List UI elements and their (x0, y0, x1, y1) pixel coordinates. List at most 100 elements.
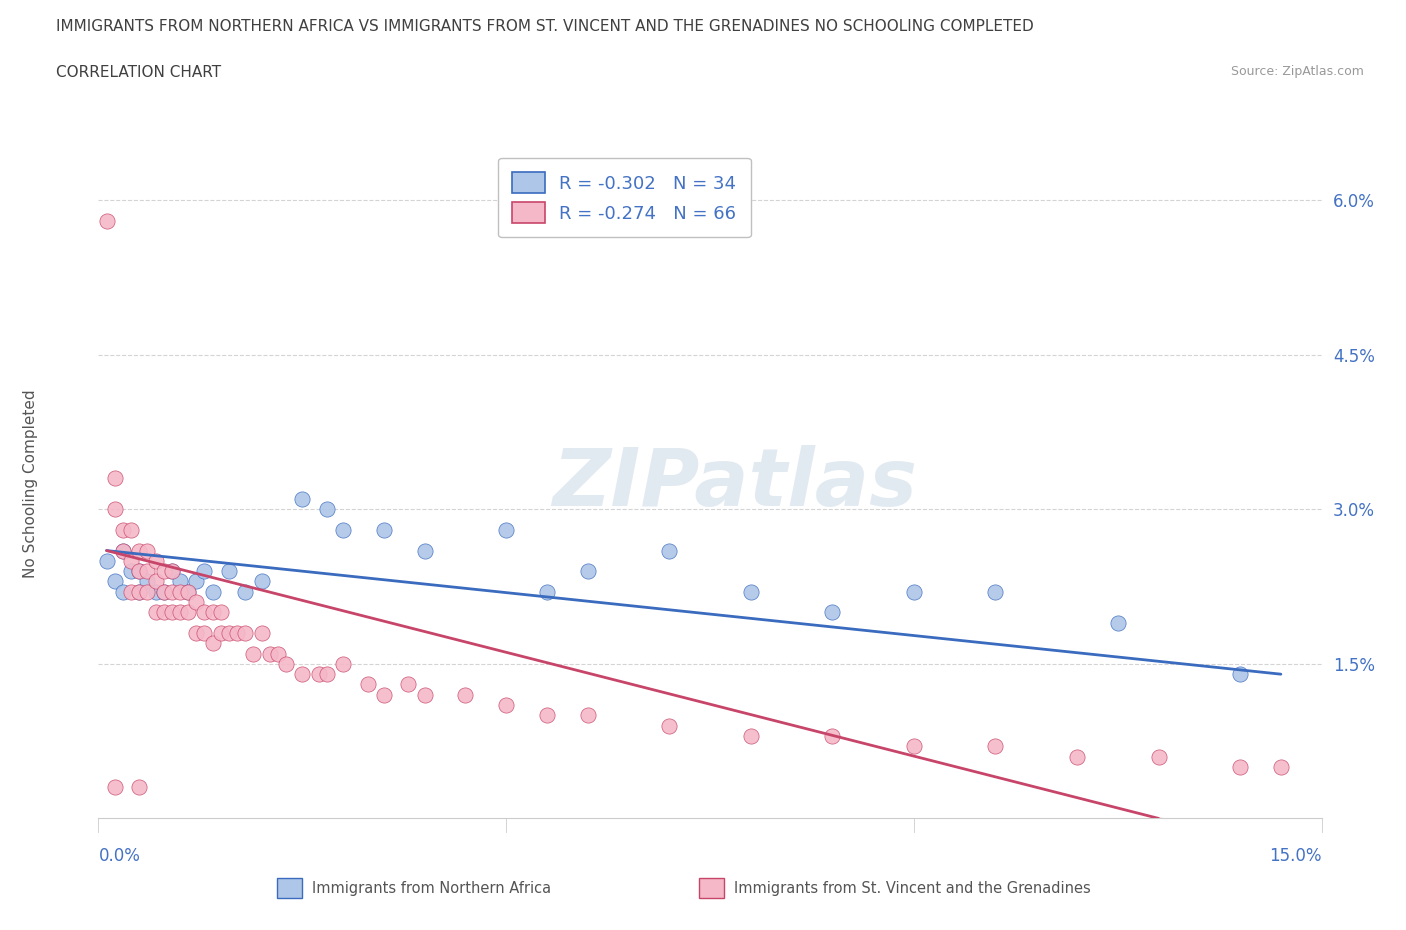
Point (120, 564, 142, 578)
Point (111, 543, 134, 558)
Point (576, 708, 599, 723)
Point (136, 543, 159, 558)
Point (177, 584, 200, 599)
Point (226, 626, 249, 641)
Point (740, 728, 762, 743)
Point (96, 214, 118, 229)
Point (291, 492, 314, 507)
Point (160, 564, 183, 578)
Point (152, 604, 174, 619)
Point (536, 708, 558, 723)
Text: Immigrants from Northern Africa: Immigrants from Northern Africa (312, 881, 551, 896)
Point (111, 543, 134, 558)
Point (1107, 616, 1129, 631)
Text: Immigrants from St. Vincent and the Grenadines: Immigrants from St. Vincent and the Gren… (734, 881, 1091, 896)
Legend: R = -0.302   N = 34, R = -0.274   N = 66: R = -0.302 N = 34, R = -0.274 N = 66 (498, 158, 751, 237)
Point (136, 574, 159, 589)
Point (291, 667, 314, 682)
Point (495, 523, 517, 538)
Point (1066, 750, 1088, 764)
Point (201, 584, 224, 599)
Point (169, 574, 191, 589)
Point (903, 584, 925, 599)
Point (274, 657, 297, 671)
Point (658, 718, 681, 733)
Point (120, 523, 142, 538)
Point (373, 523, 395, 538)
Point (104, 574, 127, 589)
Point (576, 564, 599, 578)
Point (177, 584, 200, 599)
Point (104, 780, 127, 795)
Point (413, 543, 436, 558)
Point (193, 604, 215, 619)
Point (169, 604, 191, 619)
Point (145, 553, 167, 568)
Point (658, 543, 681, 558)
Text: No Schooling Completed: No Schooling Completed (24, 390, 38, 578)
Point (984, 738, 1007, 753)
Point (1229, 667, 1251, 682)
Point (128, 543, 150, 558)
Point (233, 626, 256, 641)
Point (250, 574, 273, 589)
Point (136, 564, 159, 578)
Point (128, 584, 150, 599)
Point (120, 553, 142, 568)
Point (177, 604, 200, 619)
Point (1229, 760, 1251, 775)
Point (104, 502, 127, 517)
Text: 15.0%: 15.0% (1270, 846, 1322, 865)
Point (396, 677, 419, 692)
Point (315, 502, 337, 517)
Point (145, 604, 167, 619)
Point (332, 523, 354, 538)
Point (104, 471, 127, 485)
Point (193, 626, 215, 641)
Point (169, 584, 191, 599)
Point (160, 564, 183, 578)
Point (145, 574, 167, 589)
Point (128, 780, 150, 795)
Point (128, 584, 150, 599)
Point (356, 677, 378, 692)
Text: CORRELATION CHART: CORRELATION CHART (56, 65, 221, 80)
Point (903, 738, 925, 753)
Point (1270, 760, 1292, 775)
Point (201, 604, 224, 619)
Text: IMMIGRANTS FROM NORTHERN AFRICA VS IMMIGRANTS FROM ST. VINCENT AND THE GRENADINE: IMMIGRANTS FROM NORTHERN AFRICA VS IMMIG… (56, 19, 1033, 33)
Point (984, 584, 1007, 599)
Point (218, 564, 240, 578)
Text: 0.0%: 0.0% (98, 846, 141, 865)
Point (136, 584, 159, 599)
Point (821, 728, 844, 743)
Point (152, 564, 174, 578)
Point (96, 553, 118, 568)
Point (186, 574, 208, 589)
Point (740, 584, 762, 599)
Point (821, 604, 844, 619)
Point (242, 646, 264, 661)
Point (152, 584, 174, 599)
Point (111, 523, 134, 538)
Point (186, 626, 208, 641)
Point (308, 667, 330, 682)
Point (193, 564, 215, 578)
Point (250, 626, 273, 641)
Point (160, 584, 183, 599)
Point (536, 584, 558, 599)
Point (267, 646, 290, 661)
Point (495, 698, 517, 712)
Point (111, 584, 134, 599)
Point (259, 646, 281, 661)
Point (152, 584, 174, 599)
Point (209, 626, 232, 641)
Point (186, 594, 208, 609)
Point (120, 584, 142, 599)
Point (233, 584, 256, 599)
Point (373, 687, 395, 702)
Point (413, 687, 436, 702)
Point (145, 584, 167, 599)
Text: ZIPatlas: ZIPatlas (553, 445, 917, 523)
Point (218, 626, 240, 641)
